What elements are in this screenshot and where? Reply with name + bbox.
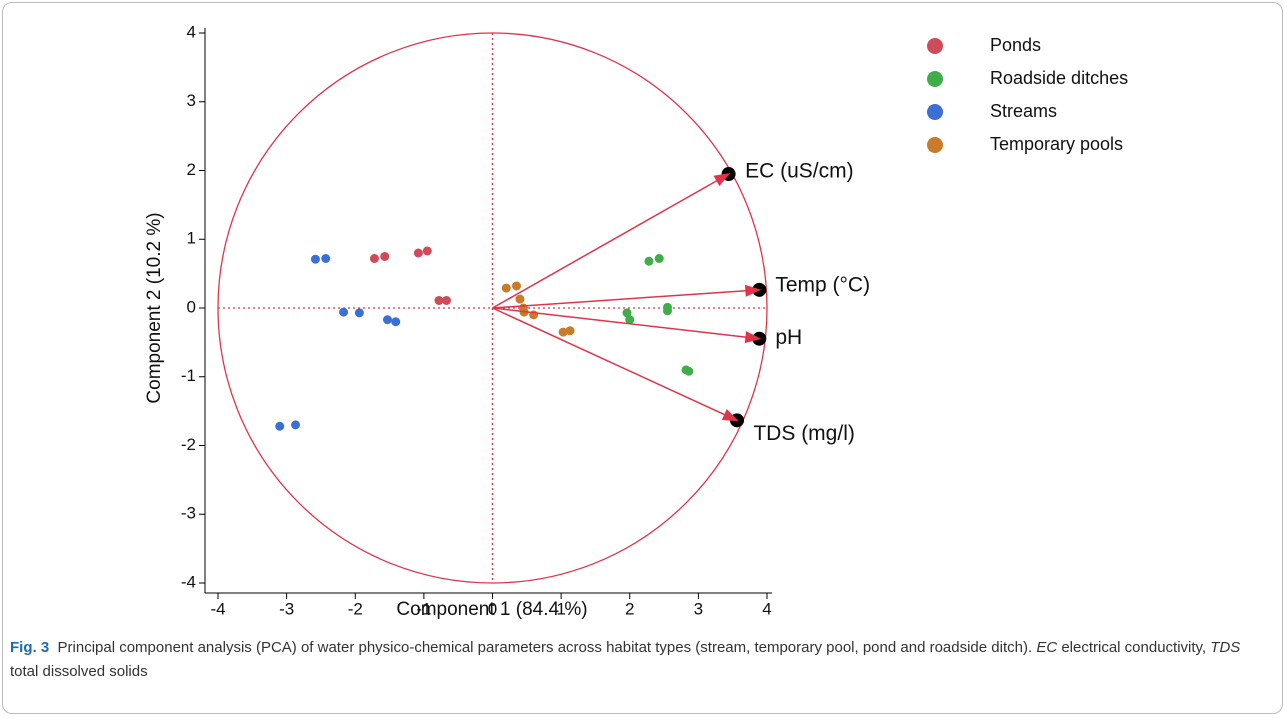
legend-marker: [927, 137, 943, 153]
point: [622, 308, 632, 318]
y-tick-label: -3: [181, 504, 196, 523]
arrow-head: [744, 284, 762, 297]
loading-vector: [492, 175, 726, 309]
point: [442, 295, 452, 305]
legend-marker: [927, 71, 943, 87]
vector-label: pH: [775, 326, 802, 349]
x-tick-label: 1: [556, 599, 565, 618]
point: [565, 326, 575, 336]
x-tick-label: 0: [488, 599, 497, 618]
caption-text: Principal component analysis (PCA) of wa…: [57, 639, 1033, 656]
point: [321, 254, 331, 263]
point: [354, 308, 364, 318]
y-tick-label: -2: [181, 435, 196, 454]
legend-label: Temporary pools: [990, 134, 1123, 154]
caption-label: Fig. 3: [10, 639, 50, 656]
point: [684, 366, 694, 376]
point: [644, 256, 654, 266]
y-tick-label: 4: [187, 22, 196, 41]
x-tick-label: -4: [210, 599, 225, 618]
abbreviation-definition: electrical conductivity,: [1061, 639, 1207, 656]
point: [339, 307, 349, 317]
x-tick-label: -1: [416, 599, 431, 618]
vector-label: Temp (°C): [775, 274, 870, 297]
point: [654, 254, 664, 263]
point: [310, 254, 320, 264]
loading-vector: [492, 307, 734, 420]
y-tick-label: -4: [181, 572, 196, 591]
legend-label: Ponds: [990, 35, 1041, 55]
caption: Fig. 3 Principal component analysis (PCA…: [10, 636, 1272, 684]
point: [369, 254, 379, 263]
y-axis-title: Component 2 (10.2 %): [144, 212, 165, 403]
y-tick-label: 2: [187, 160, 196, 179]
vector-label: TDS (mg/l): [753, 422, 855, 445]
y-tick-label: 1: [187, 229, 196, 248]
x-tick-label: 3: [694, 599, 703, 618]
point: [275, 421, 285, 431]
legend-label: Streams: [990, 101, 1057, 121]
point: [434, 295, 444, 305]
point: [501, 283, 511, 293]
point: [515, 294, 525, 304]
point: [413, 248, 423, 258]
arrow-head: [721, 409, 739, 422]
x-tick-label: 2: [625, 599, 634, 618]
point: [512, 281, 522, 291]
arrow-head: [713, 173, 731, 187]
legend-marker: [927, 104, 943, 120]
x-tick-label: -3: [279, 599, 294, 618]
x-tick-label: 4: [762, 599, 771, 618]
legend-label: Roadside ditches: [990, 68, 1128, 88]
point: [422, 246, 432, 256]
abbreviation-term: TDS: [1210, 639, 1241, 656]
point: [662, 306, 672, 316]
point: [291, 420, 301, 430]
x-axis-title: Component 1 (84.4 %): [396, 599, 587, 620]
x-tick-label: -2: [348, 599, 363, 618]
abbreviation-term: EC: [1036, 639, 1058, 656]
point: [391, 317, 401, 327]
vector-label: EC (uS/cm): [745, 160, 854, 183]
point: [625, 315, 635, 325]
chart: Component 1 (84.4 %) Component 2 (10.2 %…: [144, 22, 1128, 620]
y-tick-label: 0: [187, 297, 196, 316]
y-tick-label: 3: [187, 91, 196, 110]
point: [558, 327, 568, 337]
point: [380, 251, 390, 261]
abbreviation-definition: total dissolved solids: [10, 663, 148, 680]
loading-vector: [492, 289, 756, 309]
arrow-head: [744, 331, 762, 344]
y-tick-label: -1: [181, 366, 196, 385]
loading-vector: [492, 307, 756, 339]
point: [383, 315, 393, 325]
legend-marker: [927, 38, 943, 54]
